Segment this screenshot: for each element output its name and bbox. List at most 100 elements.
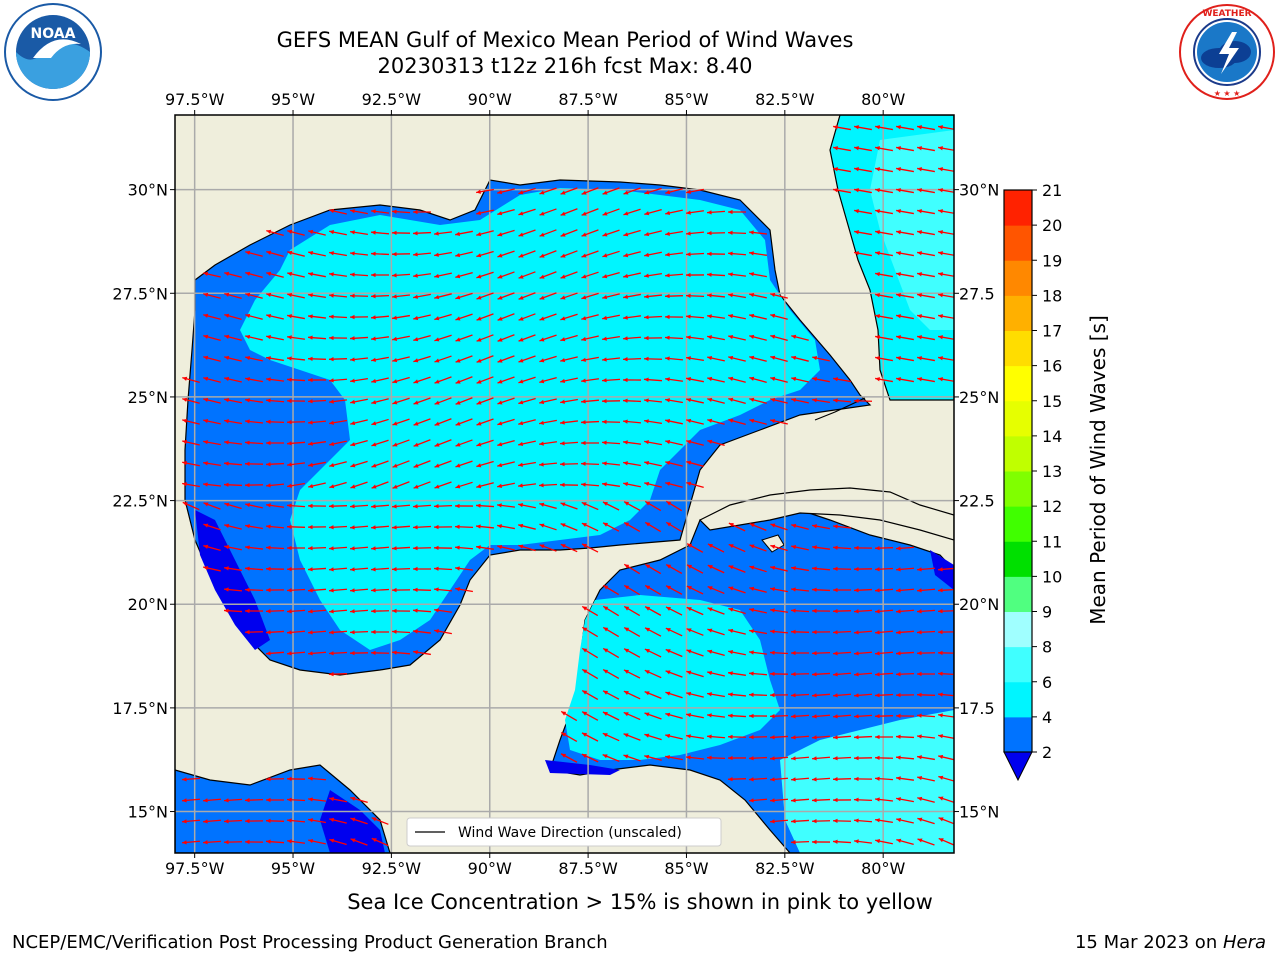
wind-arrow-head [287, 441, 292, 446]
wind-arrow-head [245, 334, 251, 340]
wind-arrow-head [413, 545, 418, 551]
wind-arrow-head [350, 272, 355, 277]
footer-date: 15 Mar 2023 on Hera [1075, 932, 1266, 953]
wind-arrow-head [518, 441, 524, 447]
wind-arrow-head [329, 609, 334, 614]
wind-arrow-head [833, 797, 838, 803]
wind-arrow-head [329, 546, 334, 551]
wind-arrow-head [518, 274, 524, 279]
wind-arrow-head [875, 734, 880, 740]
wind-arrow-head [287, 524, 292, 529]
wind-arrow-head [644, 481, 650, 487]
wind-arrow-head [665, 691, 671, 696]
wind-arrow-head [497, 379, 503, 384]
wind-arrow-head [350, 817, 356, 822]
wind-arrow-head [329, 293, 334, 298]
wind-arrow-head [581, 357, 586, 362]
wind-arrow-head [938, 209, 943, 214]
wind-arrow-head [350, 484, 356, 489]
wind-arrow-head [518, 316, 524, 321]
wind-arrow-head [686, 460, 692, 465]
wind-arrow-head [182, 819, 187, 824]
wind-arrow-head [812, 355, 818, 361]
wind-arrow-head [644, 273, 649, 278]
wind-arrow-head [224, 440, 229, 445]
colorbar-tick-label: 11 [1042, 532, 1062, 551]
wind-arrow-head [707, 755, 712, 760]
wind-arrow-head [581, 543, 587, 548]
wind-arrow-head [224, 461, 229, 466]
wind-arrow-head [182, 376, 188, 381]
wind-arrow-head [707, 543, 713, 548]
legend-label: Wind Wave Direction (unscaled) [458, 825, 682, 841]
wind-arrow-head [728, 586, 734, 591]
x-tick-label-top: 80°W [861, 90, 905, 109]
wind-arrow-head [560, 420, 565, 425]
wind-arrow-head [539, 502, 545, 507]
wind-arrow-head [434, 524, 439, 530]
wind-arrow-head [875, 693, 880, 698]
wind-arrow-head [455, 231, 461, 236]
wind-arrow-head [623, 315, 628, 320]
wind-arrow-head [371, 463, 377, 468]
wind-arrow-head [350, 525, 355, 530]
wind-arrow-head [686, 649, 692, 654]
wind-arrow-head [329, 651, 334, 656]
wind-arrow-head [644, 211, 650, 216]
colorbar-tick-label: 18 [1042, 286, 1062, 305]
wind-arrow-head [182, 798, 187, 803]
wind-arrow-head [497, 400, 503, 405]
wind-arrow-head [371, 609, 376, 614]
wind-arrow-head [203, 334, 209, 339]
wind-arrow-head [224, 608, 229, 613]
wind-arrow-head [329, 230, 335, 235]
wind-arrow-head [875, 377, 880, 382]
wind-arrow-head [287, 292, 293, 298]
wind-arrow-head [392, 629, 397, 634]
colorbar-segment [1004, 506, 1032, 542]
wind-arrow-head [203, 544, 209, 549]
wind-arrow-head [917, 209, 922, 214]
wind-arrow-head [266, 271, 272, 276]
wind-arrow-head [434, 358, 440, 363]
wind-arrow-head [917, 838, 923, 843]
wind-arrow-head [644, 398, 649, 403]
wind-arrow-head [770, 692, 775, 698]
map-axis-labels: 97.5°W 97.5°W 95°W 95°W 92.5°W 92.5°W 90°W 90°W… [112, 90, 999, 878]
wind-arrow-head [455, 358, 461, 363]
chart-title: GEFS MEAN Gulf of Mexico Mean Period of … [276, 28, 854, 52]
wind-arrow-head [287, 776, 292, 782]
wind-arrow-head [686, 586, 692, 590]
wind-arrow-head [602, 211, 608, 216]
wind-arrow-head [560, 378, 566, 384]
wind-arrow-head [603, 585, 609, 590]
wind-arrow-head [938, 838, 944, 843]
wind-arrow-head [245, 524, 250, 529]
wind-arrow-head [896, 146, 901, 151]
wind-arrow-head [938, 272, 943, 277]
wind-arrow-head [770, 671, 775, 677]
wind-arrow-head [245, 419, 250, 424]
wind-arrow-head [875, 609, 880, 614]
svg-text:★ ★ ★: ★ ★ ★ [1214, 89, 1241, 98]
wind-arrow-head [833, 839, 838, 844]
wind-arrow-head [203, 376, 209, 381]
wind-arrow-head [875, 672, 880, 677]
wind-arrow-head [308, 797, 313, 802]
wind-arrow-head [624, 564, 630, 569]
wind-arrow-head [623, 440, 628, 445]
wind-arrow-head [455, 484, 461, 489]
wind-arrow-head [182, 502, 188, 507]
wind-arrow-head [686, 293, 691, 298]
wind-arrow-head [602, 294, 608, 300]
wind-arrow-head [518, 295, 524, 300]
wind-arrow-head [581, 295, 587, 300]
wind-arrow-head [623, 232, 629, 237]
wind-arrow-head [266, 630, 271, 635]
y-tick-label-left: 22.5°N [112, 492, 168, 511]
map-gridlines [175, 115, 954, 853]
wind-arrow-head [476, 274, 482, 279]
wind-arrow-head [749, 629, 754, 634]
wind-arrow-head [329, 378, 334, 383]
wind-arrow-head [392, 442, 398, 447]
